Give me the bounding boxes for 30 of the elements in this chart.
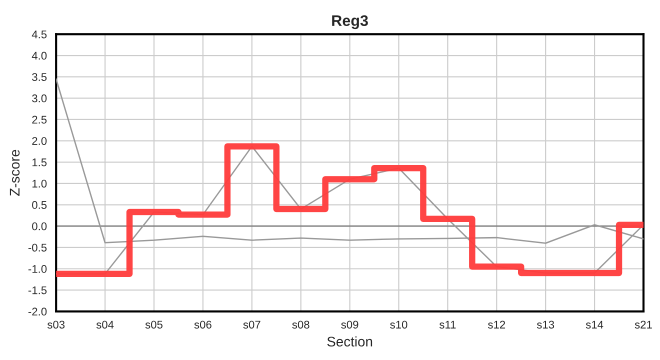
x-tick-label: s09 <box>341 320 358 329</box>
x-tick-label: s06 <box>194 320 212 329</box>
x-tick-label: s11 <box>439 320 456 329</box>
chart-title: Reg3 <box>332 15 368 30</box>
y-tick-label: -2.0 <box>28 308 47 316</box>
x-tick-label: s08 <box>292 320 310 329</box>
x-tick-label: s12 <box>488 320 506 329</box>
y-tick-label: 0.0 <box>32 222 47 230</box>
y-axis-title: Z-score <box>10 150 20 196</box>
y-tick-label: 1.5 <box>32 158 47 166</box>
x-tick-label: s21 <box>634 320 652 329</box>
x-axis-title: Section <box>327 336 372 347</box>
y-tick-label: -0.5 <box>28 244 47 252</box>
y-tick-label: 4.5 <box>32 30 47 38</box>
x-tick-label: s13 <box>536 320 554 329</box>
y-tick-label: 1.0 <box>32 180 47 188</box>
y-tick-label: 2.0 <box>32 137 47 145</box>
y-tick-label: 4.0 <box>32 52 47 60</box>
y-tick-label: 2.5 <box>32 116 47 124</box>
x-tick-label: s03 <box>47 320 65 329</box>
y-tick-label: -1.0 <box>28 265 47 273</box>
y-tick-label: -1.5 <box>28 286 47 294</box>
x-tick-label: s10 <box>390 320 408 329</box>
x-tick-label: s05 <box>145 320 162 329</box>
x-tick-label: s14 <box>586 320 604 329</box>
x-tick-label: s07 <box>243 320 260 329</box>
x-tick-label: s04 <box>96 320 114 329</box>
y-tick-label: 3.5 <box>32 73 47 81</box>
y-tick-label: 3.0 <box>32 94 47 102</box>
y-tick-label: 0.5 <box>32 201 47 209</box>
